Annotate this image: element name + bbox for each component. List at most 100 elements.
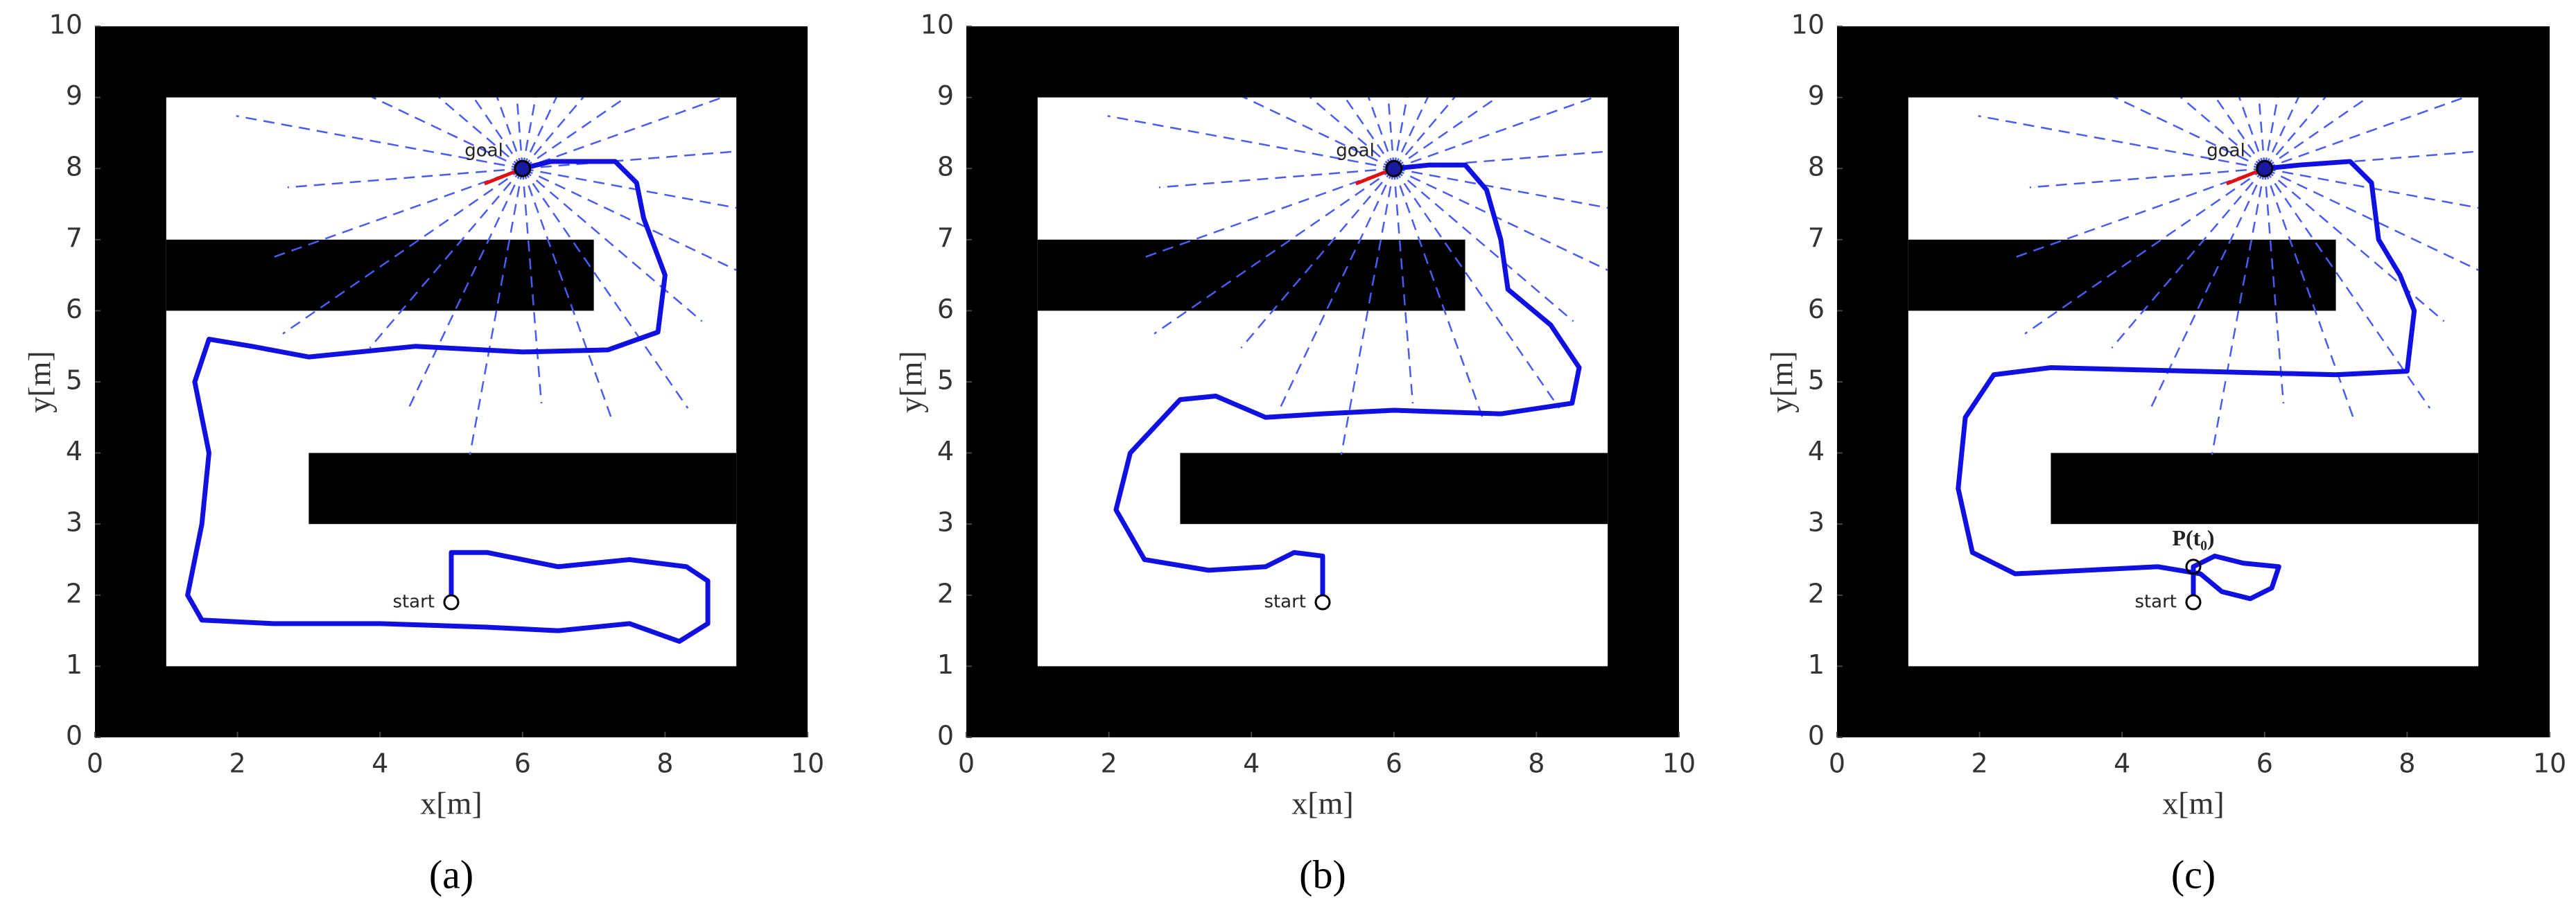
ray [369,168,523,349]
y-tick-label: 10 [1791,10,1825,40]
y-tick-label: 8 [1808,152,1825,182]
ray [1393,167,1608,209]
wall [2051,453,2479,525]
panel-label: (a) [429,852,473,897]
goal-marker [514,159,532,177]
ray [2111,168,2265,349]
ray [2264,168,2479,272]
ray [1309,97,1395,170]
x-tick-label: 2 [1101,748,1117,779]
y-tick-label: 1 [66,649,82,680]
goal-marker [2256,159,2274,177]
y-tick-label: 5 [66,365,82,396]
ray [522,150,737,170]
ray [521,168,689,409]
rays [1107,97,1608,455]
y-tick-label: 5 [1808,365,1825,396]
ray [1393,97,1429,169]
ray [1393,97,1596,170]
x-tick-label: 8 [656,748,673,779]
ray [1240,168,1395,349]
panel: goal start 0 2 4 6 8 10 0 1 2 3 4 5 6 7 8 9 10 x[m] y[m] (b) [894,10,1696,897]
ray [408,168,523,407]
ray [1280,168,1395,407]
ray [287,167,523,188]
x-tick-label: 2 [1972,748,1988,779]
y-tick-label: 2 [937,578,954,608]
y-tick-label: 7 [66,222,82,253]
ray [1393,168,1608,272]
ray [2263,97,2326,170]
x-tick-label: 4 [372,748,388,779]
y-tick-label: 6 [1808,294,1825,324]
x-tick-label: 4 [2114,748,2130,779]
ray [2179,97,2265,170]
ray [2150,168,2265,407]
start-marker [443,594,460,611]
y-axis-label: y[m] [22,351,58,412]
x-tick-label: 10 [1662,748,1696,779]
x-tick-label: 6 [2256,748,2273,779]
ray [274,168,523,258]
y-tick-label: 4 [937,436,954,466]
ray [1154,168,1395,335]
wall [1908,239,2336,311]
y-tick-label: 1 [1808,649,1825,680]
p-marker [2185,559,2202,575]
x-tick-label: 6 [514,748,531,779]
x-axis-label: x[m] [2162,786,2224,821]
panel: goal start P(t₀) 0 2 4 6 8 10 0 1 2 3 4 5 6 7 8 9 10 x[m] y[m… [1764,10,2567,897]
y-tick-label: 2 [1808,578,1825,608]
ray [1978,115,2265,170]
y-tick-label: 6 [937,294,954,324]
wall [95,26,808,98]
y-tick-label: 2 [66,578,82,608]
y-tick-label: 8 [937,152,954,182]
y-tick-label: 8 [66,152,82,182]
y-tick-label: 10 [921,10,954,40]
ray [1367,97,1395,169]
ray [1393,97,1456,170]
y-tick-label: 6 [66,294,82,324]
ray [437,97,523,170]
start-label: start [1264,592,1306,613]
ray [1340,168,1395,455]
x-tick-label: 10 [791,748,824,779]
y-tick-label: 1 [937,649,954,680]
ray [2112,97,2265,170]
wall [1837,666,2550,737]
ray [521,168,543,404]
wall [966,26,1038,737]
y-tick-label: 0 [66,721,82,751]
trajectory [185,159,711,644]
y-tick-label: 7 [1808,222,1825,253]
goal-label: goal [2207,141,2245,161]
x-axis-label: x[m] [1291,786,1353,821]
ray [1393,168,1560,409]
wall [95,666,808,737]
y-tick-label: 4 [66,436,82,466]
ray [521,168,612,417]
y-tick-label: 0 [937,721,954,751]
x-tick-label: 0 [958,748,975,779]
panel-label: (b) [1299,852,1346,897]
y-tick-label: 3 [937,507,954,538]
wall [1837,26,2550,98]
ray [521,97,557,169]
y-tick-label: 10 [49,10,82,40]
ray [282,168,523,335]
x-tick-label: 8 [1528,748,1544,779]
plot-area [966,26,1679,737]
y-tick-label: 0 [1808,721,1825,751]
ray [2263,168,2431,409]
goal-label: goal [464,141,503,161]
ray [2258,97,2266,169]
ray [522,167,737,209]
ray [469,168,524,455]
y-tick-label: 3 [66,507,82,538]
ray [516,97,524,169]
wall [95,26,166,737]
start-marker [1314,594,1331,611]
wall [166,239,594,311]
